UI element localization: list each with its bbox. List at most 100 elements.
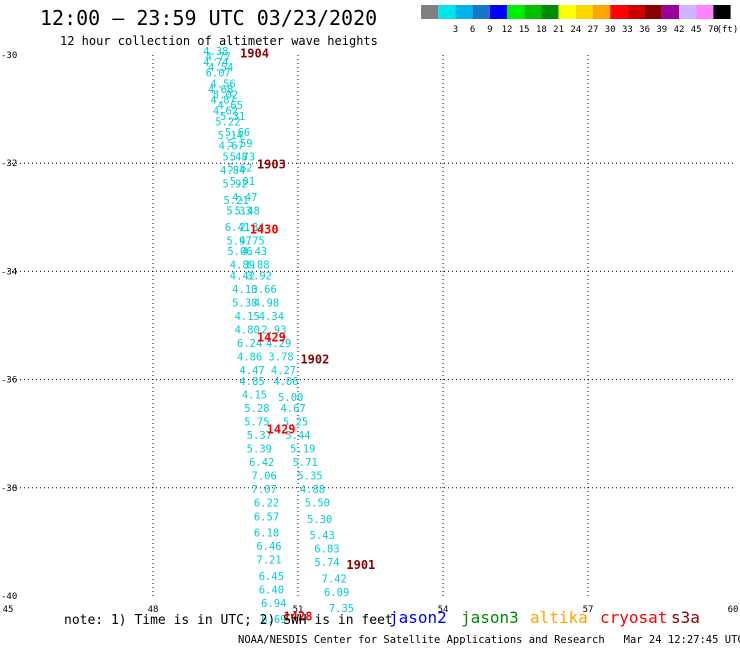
wave-height-label: 6.40 <box>259 584 284 596</box>
wave-height-label: 4.67 <box>281 403 306 415</box>
legend-label: 24 <box>570 25 581 35</box>
wave-height-label: 4.87 <box>210 95 235 107</box>
wave-height-label: 4.89 <box>230 260 255 272</box>
wave-height-label: 4.75 <box>239 235 264 247</box>
pass-id-label: 1429 <box>267 423 296 437</box>
wave-height-label: 4.65 <box>218 100 243 112</box>
legend-label: 39 <box>656 25 667 35</box>
lon-tick-label: 48 <box>148 605 159 615</box>
legend-swatch <box>558 5 576 19</box>
legend-label: 21 <box>553 25 564 35</box>
wave-height-label: 5.62 <box>227 162 252 174</box>
legend-swatch <box>524 5 542 19</box>
wave-height-label: 5.48 <box>235 206 260 218</box>
page-subtitle: 12 hour collection of altimeter wave hei… <box>60 34 378 48</box>
wave-height-label: 7.07 <box>252 484 277 496</box>
page-title: 12:00 — 23:59 UTC 03/23/2020 <box>40 6 378 30</box>
pass-id-label: 1428 <box>284 609 313 623</box>
lat-tick-label: -34 <box>1 267 17 277</box>
wave-height-label: 6.24 <box>237 338 262 350</box>
legend-swatch <box>541 5 559 19</box>
legend-swatch <box>627 5 645 19</box>
legend-label: 27 <box>588 25 599 35</box>
legend-label: 45 <box>691 25 702 35</box>
legend-label: 33 <box>622 25 633 35</box>
legend-swatch <box>593 5 611 19</box>
lat-tick-label: -36 <box>1 376 17 386</box>
pass-id-label: 1902 <box>300 352 329 366</box>
legend-swatch <box>661 5 679 19</box>
wave-height-label: 4.84 <box>220 165 245 177</box>
wave-height-label: 5.28 <box>244 403 269 415</box>
footnote: note: 1) Time is in UTC; 2) SWH is in fe… <box>64 613 393 628</box>
lon-tick-label: 57 <box>583 605 594 615</box>
wave-height-label: 5.06 <box>227 246 252 258</box>
pass-labels: 1904 1903 1430 1429 1902 1429 1901 1428 <box>240 47 375 624</box>
legend-label: 9 <box>487 25 492 35</box>
wave-height-label: 5.35 <box>297 471 322 483</box>
legend-swatch <box>438 5 456 19</box>
wave-height-label: 4.85 <box>239 376 264 388</box>
lon-tick-label: 60 <box>728 605 739 615</box>
wave-height-label: 4.98 <box>254 298 279 310</box>
wave-height-label: 7.35 <box>329 603 354 615</box>
lon-tick-label: 51 <box>293 605 304 615</box>
wave-height-label: 6.94 <box>261 598 286 610</box>
legend-label: 42 <box>674 25 685 35</box>
satellite-cryosat: cryosat <box>600 608 668 627</box>
wave-height-label: 6.45 <box>259 571 284 583</box>
legend-swatch <box>679 5 697 19</box>
wave-height-label: 5.31 <box>220 111 245 123</box>
axis-ticks: 45 48 51 54 57 60 -30 -32 -34 -36 -38 -40 <box>1 51 738 615</box>
legend-swatch <box>507 5 525 19</box>
wave-height-label: 4.34 <box>259 311 284 323</box>
legend-label: 6 <box>470 25 475 35</box>
lon-tick-label: 45 <box>3 605 14 615</box>
pass-id-label: 1901 <box>346 558 375 572</box>
wave-height-label: 5.48 <box>223 151 248 163</box>
credit-text: NOAA/NESDIS Center for Satellite Applica… <box>238 634 605 646</box>
wave-height-label: 4.67 <box>219 141 244 153</box>
wave-height-label: 4.80 <box>235 325 260 337</box>
wave-height-label: 5.19 <box>290 444 315 456</box>
wave-height-label: 6.46 <box>256 541 281 553</box>
wave-height-label: 3.66 <box>252 284 277 296</box>
wave-height-label: 4.15 <box>235 311 260 323</box>
legend-swatch <box>472 5 490 19</box>
legend-label: 15 <box>519 25 530 35</box>
wave-height-label: 5.75 <box>244 417 269 429</box>
wave-height-label: 5.74 <box>314 557 339 569</box>
wave-height-label: 5.21 <box>223 195 248 207</box>
wave-height-label: 7.06 <box>252 471 277 483</box>
wave-height-label: 5.01 <box>230 176 255 188</box>
color-legend: 3 6 9 12 15 18 21 24 27 30 33 36 39 42 45 70(ft) <box>421 5 738 35</box>
wave-height-label: 4.47 <box>232 192 257 204</box>
wave-height-label: 4.15 <box>242 390 267 402</box>
wave-height-label: 6.09 <box>324 587 349 599</box>
map-grid <box>8 55 733 596</box>
legend-label: 30 <box>605 25 616 35</box>
wave-height-label: 5.92 <box>223 179 248 191</box>
wave-height-label: 5.39 <box>247 444 272 456</box>
wave-height-label: 6.07 <box>206 68 231 80</box>
wave-height-label: 4.62 <box>213 106 238 118</box>
lon-tick-label: 54 <box>438 605 449 615</box>
pass-id-label: 1904 <box>240 47 269 61</box>
wave-height-label: 5.66 <box>225 127 250 139</box>
track-points: 4.384.774.744.546.074.564.685.024.874.65… <box>203 46 354 626</box>
wave-height-label: 6.57 <box>254 511 279 523</box>
wave-height-label: 5.14 <box>218 130 243 142</box>
wave-height-label: 5.38 <box>232 298 257 310</box>
legend-swatch <box>575 5 593 19</box>
legend-label: 18 <box>536 25 547 35</box>
wave-height-label: 4.86 <box>237 352 262 364</box>
wave-height-label: 5.02 <box>213 89 238 101</box>
wave-height-label: 7.42 <box>322 573 347 585</box>
satellite-s3a: s3a <box>671 608 700 627</box>
pass-id-label: 1429 <box>257 331 286 345</box>
wave-height-label: 4.54 <box>208 62 233 74</box>
wave-height-label: 6.18 <box>254 527 279 539</box>
wave-height-label: 6.83 <box>314 544 339 556</box>
lat-tick-label: -38 <box>1 484 17 494</box>
wave-height-label: 5.00 <box>278 392 303 404</box>
